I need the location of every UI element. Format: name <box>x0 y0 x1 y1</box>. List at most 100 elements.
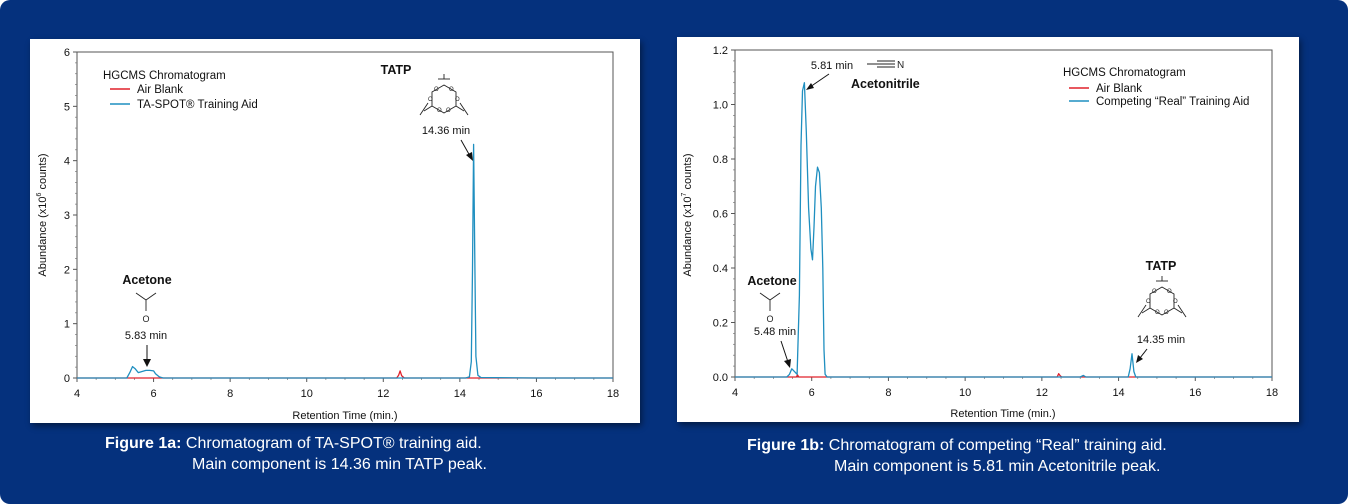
tatp-arrow <box>460 139 471 157</box>
y-axis-label-tail: counts) <box>37 153 49 192</box>
y-tick-label: 1 <box>64 319 70 331</box>
svg-text:O: O <box>434 87 439 93</box>
acetone-arrowhead <box>784 359 791 368</box>
legend: HGCMS Chromatogram Air Blank TA-SPOT® Tr… <box>103 70 258 111</box>
acetone-structure-icon <box>759 292 781 311</box>
x-tick-label: 16 <box>1189 387 1201 399</box>
y-tick-label: 1.0 <box>713 100 728 112</box>
x-tick-label: 10 <box>301 388 313 400</box>
x-tick-label: 12 <box>1036 387 1048 399</box>
x-tick-label: 4 <box>732 387 738 399</box>
tatp-arrowhead <box>466 152 473 161</box>
svg-text:O: O <box>437 108 442 114</box>
svg-text:O: O <box>446 108 451 114</box>
y-tick-label: 0.8 <box>713 154 728 166</box>
x-tick-label: 18 <box>1266 387 1278 399</box>
y-axis-label-exponent: 6 <box>36 192 43 196</box>
y-axis-label-main: Abundance (x10 <box>682 196 694 276</box>
legend-title: HGCMS Chromatogram <box>103 70 226 82</box>
acetonitrile-label: Acetonitrile <box>851 77 920 91</box>
svg-text:O: O <box>428 97 433 103</box>
acetonitrile-annotation: 5.81 min N Acetonitrile <box>806 60 920 91</box>
svg-text:O: O <box>1164 310 1169 316</box>
series-line-air-blank <box>77 370 613 379</box>
x-tick-label: 10 <box>959 387 971 399</box>
x-tick-label: 18 <box>607 388 619 400</box>
acetone-retention-time: 5.83 min <box>125 330 167 342</box>
x-tick-label: 8 <box>885 387 891 399</box>
caption-line-2: Main component is 5.81 min Acetonitrile … <box>834 458 1161 475</box>
x-axis-label: Retention Time (min.) <box>292 410 397 422</box>
y-tick-label: 6 <box>64 47 70 59</box>
acetone-retention-time: 5.48 min <box>754 326 796 338</box>
tatp-label: TATP <box>1146 259 1177 273</box>
acetonitrile-arrowhead <box>806 83 814 90</box>
legend-label-sample: TA-SPOT® Training Aid <box>137 99 258 111</box>
tatp-arrow <box>1139 348 1148 359</box>
chart-panel-1a: 4 6 8 10 12 14 16 18 0 1 2 3 4 5 6 Retention Time (min… <box>30 39 640 423</box>
y-axis-label: Abundance (x106 counts) <box>36 153 49 276</box>
acetonitrile-arrow <box>809 73 830 88</box>
acetone-annotation: Acetone O 5.83 min <box>122 273 172 367</box>
acetonitrile-atom: N <box>897 60 904 71</box>
y-axis-label: Abundance (x107 counts) <box>681 153 694 276</box>
y-tick-label: 4 <box>64 156 70 168</box>
caption-label: Figure 1a: <box>105 435 182 452</box>
svg-text:O: O <box>1155 310 1160 316</box>
x-tick-label: 16 <box>530 388 542 400</box>
svg-text:O: O <box>1167 289 1172 295</box>
y-tick-label: 3 <box>64 210 70 222</box>
x-tick-label: 4 <box>74 388 80 400</box>
caption-line-1: Chromatogram of competing “Real” trainin… <box>824 437 1167 454</box>
x-tick-label: 12 <box>377 388 389 400</box>
acetone-label: Acetone <box>747 274 796 288</box>
acetonitrile-structure-icon <box>867 60 895 68</box>
tatp-retention-time: 14.36 min <box>422 125 470 137</box>
legend-label-air-blank: Air Blank <box>1096 83 1142 95</box>
svg-text:O: O <box>1146 299 1151 305</box>
series-line-sample <box>735 82 1272 378</box>
tatp-arrowhead <box>1136 355 1143 363</box>
series-line-sample <box>77 143 613 379</box>
chart-panel-1b: 4 6 8 10 12 14 16 18 0.0 0.2 0.4 0.6 0.8 1.0 1.2 Reten… <box>677 37 1299 422</box>
acetone-annotation: Acetone O 5.48 min <box>747 274 797 368</box>
x-tick-label: 8 <box>227 388 233 400</box>
acetone-arrowhead <box>143 359 151 367</box>
tatp-label: TATP <box>381 63 412 77</box>
caption-line-2: Main component is 14.36 min TATP peak. <box>192 456 487 473</box>
y-axis-label-main: Abundance (x10 <box>37 196 49 276</box>
caption-figure-1a: Figure 1a: Chromatogram of TA-SPOT® trai… <box>105 433 487 475</box>
caption-figure-1b: Figure 1b: Chromatogram of competing “Re… <box>747 435 1167 477</box>
y-tick-label: 2 <box>64 264 70 276</box>
y-axis-label-exponent: 7 <box>681 192 688 196</box>
y-axis-label-tail: counts) <box>682 153 694 192</box>
legend: HGCMS Chromatogram Air Blank Competing “… <box>1063 67 1249 108</box>
x-tick-label: 6 <box>151 388 157 400</box>
acetone-arrow <box>780 340 789 363</box>
x-axis-label: Retention Time (min.) <box>950 408 1055 420</box>
acetone-label: Acetone <box>122 273 171 287</box>
y-tick-label: 1.2 <box>713 45 728 57</box>
y-tick-label: 5 <box>64 101 70 113</box>
tatp-retention-time: 14.35 min <box>1137 334 1185 346</box>
legend-label-air-blank: Air Blank <box>137 84 183 96</box>
acetone-atom: O <box>142 314 149 324</box>
y-tick-label: 0 <box>64 373 70 385</box>
acetone-structure-icon <box>135 292 157 311</box>
y-tick-label: 0.4 <box>713 263 728 275</box>
svg-text:O: O <box>1152 289 1157 295</box>
caption-label: Figure 1b: <box>747 437 825 454</box>
y-tick-label: 0.6 <box>713 209 728 221</box>
legend-title: HGCMS Chromatogram <box>1063 67 1186 79</box>
caption-line-1: Chromatogram of TA-SPOT® training aid. <box>181 435 482 452</box>
x-tick-label: 6 <box>809 387 815 399</box>
y-tick-label: 0.2 <box>713 318 728 330</box>
y-tick-label: 0.0 <box>713 372 728 384</box>
x-tick-label: 14 <box>1112 387 1124 399</box>
svg-text:O: O <box>1173 299 1178 305</box>
svg-text:O: O <box>455 97 460 103</box>
